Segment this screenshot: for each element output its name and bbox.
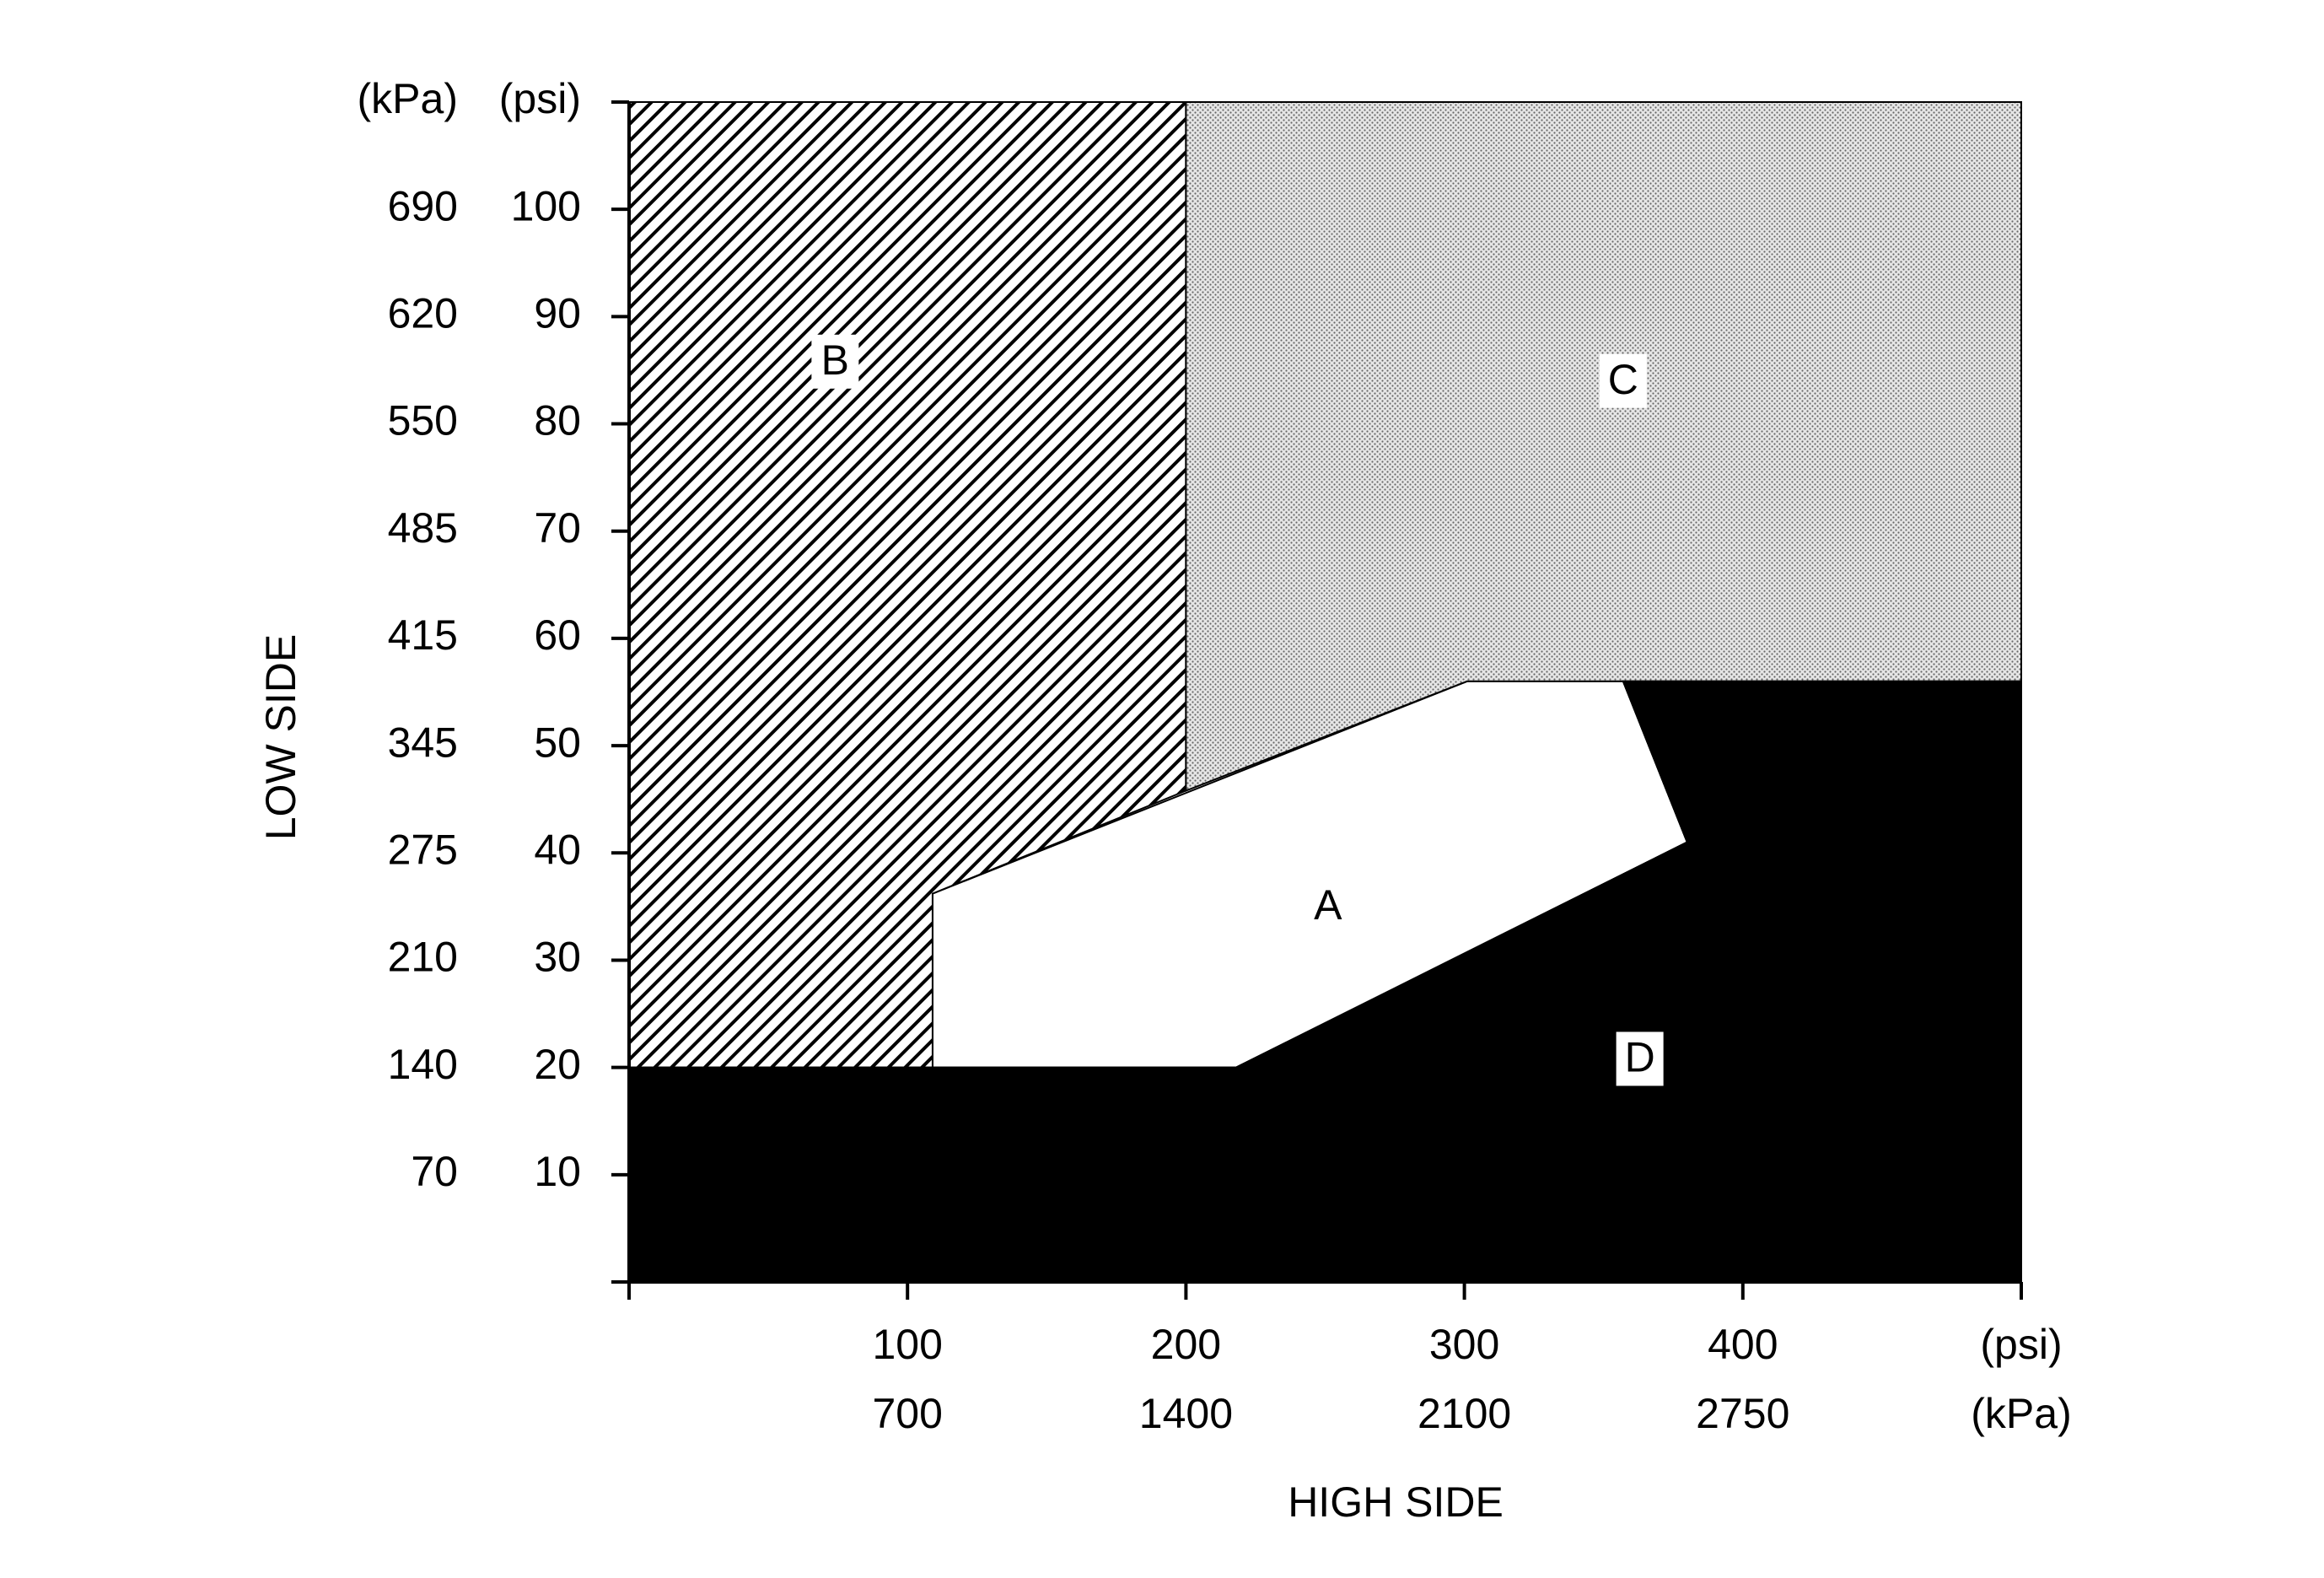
y-tick-label-kpa: 345 [388, 719, 458, 766]
region-label: A [1314, 881, 1342, 929]
x-tick-label-kpa: (kPa) [1971, 1390, 2071, 1437]
y-tick-label: 70 [534, 504, 581, 552]
x-tick-label: 100 [872, 1321, 942, 1368]
y-tick-label-kpa: 550 [388, 397, 458, 444]
region-label-box [1599, 353, 1647, 408]
y-tick-label: 10 [534, 1148, 581, 1195]
region-label: B [821, 337, 849, 384]
y-tick-label: 20 [534, 1041, 581, 1088]
y-axis-label: LOW SIDE [257, 634, 304, 840]
region-label-box [811, 334, 859, 389]
y-tick-label-kpa: 485 [388, 504, 458, 552]
x-tick-label-kpa: 2750 [1696, 1390, 1789, 1437]
y-tick-label: 30 [534, 934, 581, 981]
y-tick-label: 40 [534, 826, 581, 873]
y-tick-label-kpa: 620 [388, 290, 458, 337]
y-tick-label: 50 [534, 719, 581, 766]
x-tick-label-kpa: 1400 [1139, 1390, 1233, 1437]
region-label-box [1616, 1031, 1664, 1086]
y-tick-label: 90 [534, 290, 581, 337]
y-tick-label-kpa: 140 [388, 1041, 458, 1088]
x-tick-label: 400 [1708, 1321, 1778, 1368]
y-tick-label: 100 [511, 182, 581, 229]
y-tick-label: 80 [534, 397, 581, 444]
y-tick-label-kpa: 275 [388, 826, 458, 873]
y-tick-label-kpa: 415 [388, 611, 458, 659]
y-tick-label: (psi) [499, 75, 581, 122]
y-tick-label-kpa: 210 [388, 934, 458, 981]
y-tick-label-kpa: 690 [388, 182, 458, 229]
y-tick-label-kpa: 70 [411, 1148, 458, 1195]
y-tick-label: 60 [534, 611, 581, 659]
region-label: D [1625, 1034, 1655, 1081]
x-tick-label-kpa: 700 [872, 1390, 942, 1437]
region [628, 680, 2022, 1283]
y-tick-label-kpa: (kPa) [358, 75, 458, 122]
region-label: C [1608, 356, 1638, 403]
x-axis-label: HIGH SIDE [1288, 1478, 1504, 1526]
x-tick-label: (psi) [1980, 1321, 2062, 1368]
x-tick-label: 200 [1151, 1321, 1221, 1368]
x-tick-label: 300 [1429, 1321, 1499, 1368]
x-tick-label-kpa: 2100 [1418, 1390, 1511, 1437]
